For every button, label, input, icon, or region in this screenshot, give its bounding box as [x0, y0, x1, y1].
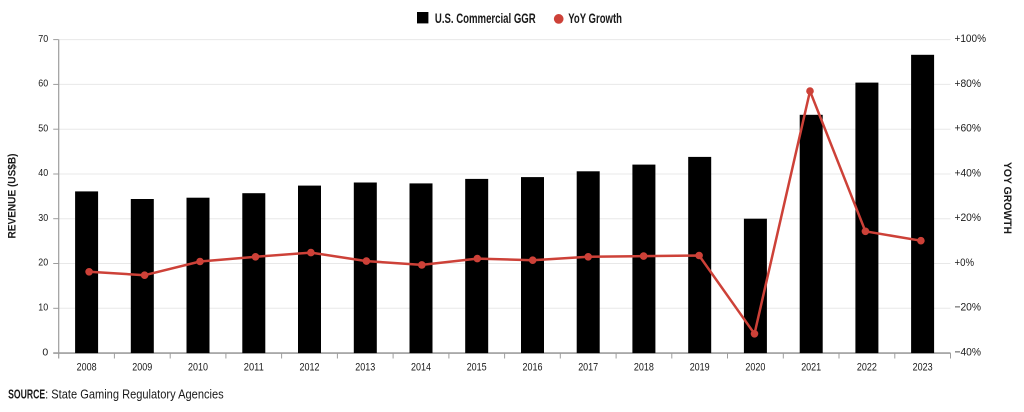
svg-text:2009: 2009	[132, 361, 152, 373]
svg-text:2017: 2017	[578, 361, 598, 373]
svg-text:+40%: +40%	[955, 167, 982, 179]
svg-text:2021: 2021	[801, 361, 821, 373]
svg-text:2008: 2008	[77, 361, 97, 373]
svg-text:YoY Growth: YoY Growth	[568, 10, 622, 26]
svg-text:2020: 2020	[745, 361, 765, 373]
svg-text:60: 60	[38, 78, 48, 90]
svg-text:20: 20	[38, 257, 48, 269]
svg-text:2011: 2011	[244, 361, 264, 373]
svg-text:+60%: +60%	[955, 123, 982, 135]
svg-text:2010: 2010	[188, 361, 208, 373]
svg-text:: State Gaming Regulatory Agen: : State Gaming Regulatory Agencies	[45, 387, 224, 402]
svg-text:2018: 2018	[634, 361, 654, 373]
svg-text:70: 70	[38, 33, 48, 45]
svg-text:2016: 2016	[523, 361, 543, 373]
svg-text:U.S. Commercial GGR: U.S. Commercial GGR	[435, 10, 536, 26]
svg-text:+0%: +0%	[955, 257, 975, 269]
svg-text:40: 40	[38, 167, 48, 179]
svg-text:2013: 2013	[355, 361, 375, 373]
svg-text:2015: 2015	[467, 361, 487, 373]
svg-text:50: 50	[38, 122, 48, 134]
svg-text:2012: 2012	[300, 361, 320, 373]
svg-text:−40%: −40%	[955, 347, 982, 359]
svg-text:SOURCE: SOURCE	[8, 387, 45, 402]
svg-text:30: 30	[38, 212, 48, 224]
svg-text:YOY GROWTH: YOY GROWTH	[1001, 162, 1013, 234]
svg-text:−20%: −20%	[955, 302, 982, 314]
svg-text:2019: 2019	[690, 361, 710, 373]
svg-text:10: 10	[38, 302, 48, 314]
svg-text:2014: 2014	[411, 361, 431, 373]
svg-text:+80%: +80%	[955, 78, 982, 90]
svg-text:REVENUE (US$B): REVENUE (US$B)	[7, 153, 19, 238]
svg-text:+20%: +20%	[955, 212, 982, 224]
svg-text:+100%: +100%	[955, 33, 987, 45]
svg-text:2023: 2023	[913, 361, 933, 373]
svg-text:2022: 2022	[857, 361, 877, 373]
svg-text:0: 0	[42, 346, 48, 358]
